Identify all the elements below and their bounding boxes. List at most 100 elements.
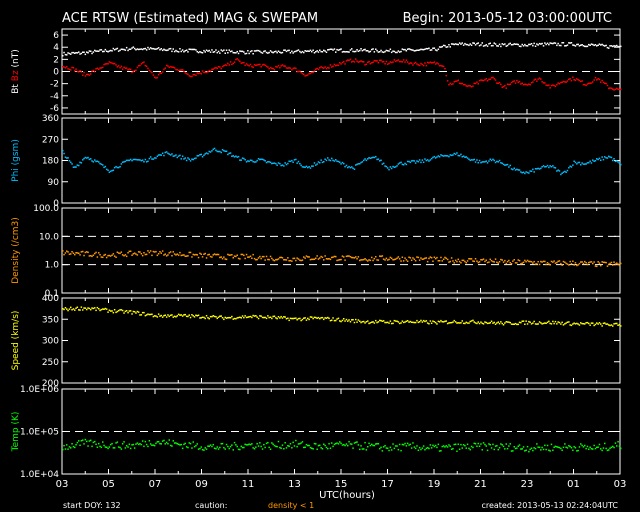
y-tick-label: 1.0E+04 (20, 470, 59, 480)
data-point (287, 445, 289, 447)
data-point (340, 48, 342, 50)
data-point (311, 71, 313, 74)
data-point (602, 44, 605, 47)
data-point (320, 159, 322, 161)
data-point (394, 258, 397, 260)
y-axis-label-part: Density (/cm3) (11, 217, 21, 284)
data-point (608, 324, 610, 326)
data-point (485, 259, 487, 261)
data-point (508, 321, 510, 323)
data-point (233, 317, 236, 320)
data-point (111, 442, 113, 445)
data-point (200, 153, 202, 156)
data-point (498, 43, 501, 46)
data-point (618, 264, 621, 267)
data-point (211, 445, 213, 448)
data-point (466, 260, 469, 262)
data-point (260, 51, 262, 54)
data-point (112, 311, 115, 314)
data-point (119, 49, 121, 52)
data-point (172, 48, 174, 50)
data-point (553, 446, 555, 448)
x-axis-label: UTC(hours) (319, 490, 375, 501)
data-point (425, 320, 428, 322)
data-point (221, 149, 224, 151)
data-point (199, 252, 201, 255)
data-point (562, 80, 565, 83)
data-point (327, 258, 329, 260)
data-point (177, 155, 180, 157)
data-point (351, 48, 353, 50)
data-point (432, 47, 434, 49)
data-point (344, 444, 346, 447)
data-point (305, 165, 308, 168)
data-point (458, 260, 461, 263)
data-point (139, 64, 141, 67)
data-point (155, 315, 157, 317)
data-point (386, 321, 389, 324)
data-point (144, 253, 147, 256)
data-point (357, 256, 360, 258)
data-point (617, 161, 619, 163)
data-point (434, 63, 437, 65)
data-point (593, 44, 595, 47)
data-point (137, 48, 140, 51)
data-point (532, 44, 534, 47)
data-point (133, 69, 136, 72)
data-point (504, 259, 506, 262)
data-point (123, 66, 125, 68)
data-point (550, 166, 553, 168)
data-point (506, 260, 509, 263)
data-point (614, 442, 617, 444)
data-point (195, 444, 197, 447)
density-caution-note: density < 1 (268, 501, 314, 510)
data-point (437, 443, 440, 446)
data-point (557, 42, 559, 45)
y-tick-label: 2 (53, 55, 59, 65)
data-point (530, 82, 533, 84)
data-point (496, 45, 498, 47)
data-point (95, 50, 97, 52)
data-point (299, 317, 301, 320)
data-point (113, 166, 116, 169)
data-point (308, 72, 310, 75)
data-point (180, 158, 182, 160)
data-point (598, 322, 601, 324)
data-point (144, 158, 147, 161)
data-point (145, 161, 148, 163)
data-point (534, 78, 537, 80)
data-point (207, 317, 209, 319)
data-point (108, 309, 111, 311)
data-point (477, 83, 479, 85)
data-point (307, 166, 309, 169)
data-point (340, 63, 342, 65)
data-point (175, 254, 177, 256)
data-point (279, 317, 281, 319)
data-point (472, 159, 474, 161)
data-point (143, 445, 145, 448)
data-point (368, 322, 370, 325)
data-point (417, 49, 420, 51)
data-point (285, 447, 288, 449)
data-point (550, 260, 553, 263)
data-point (444, 256, 446, 259)
data-point (473, 260, 475, 263)
data-point (477, 442, 479, 445)
data-point (396, 59, 398, 62)
data-point (316, 255, 318, 257)
data-point (506, 447, 509, 450)
data-point (119, 66, 121, 69)
data-point (277, 258, 280, 260)
data-point (602, 158, 605, 161)
data-point (70, 161, 72, 164)
data-point (213, 147, 216, 150)
data-point (135, 69, 137, 71)
data-point (542, 82, 545, 84)
data-point (429, 49, 432, 51)
data-point (581, 261, 583, 263)
data-point (558, 170, 561, 172)
data-point (581, 44, 583, 46)
data-point (376, 259, 378, 261)
data-point (510, 263, 513, 265)
